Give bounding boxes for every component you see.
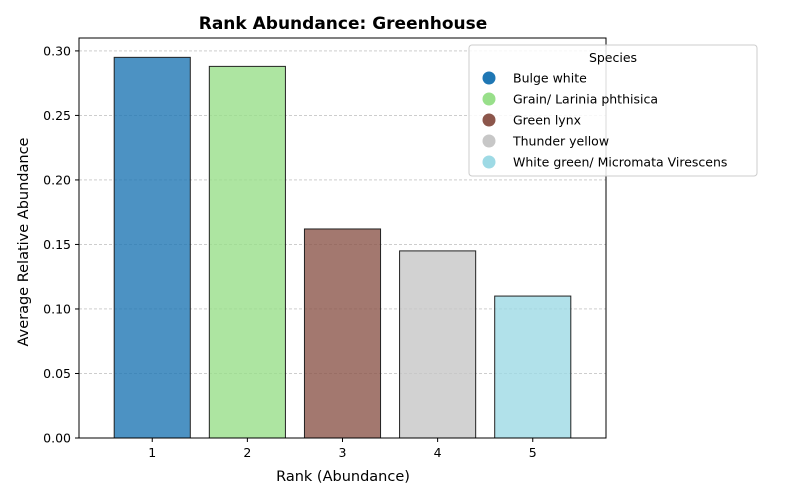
y-tick-label: 0.00 [43, 431, 71, 446]
x-tick-label: 2 [243, 445, 251, 460]
y-tick-label: 0.10 [43, 301, 71, 316]
y-axis-ticks: 0.00 0.05 0.10 0.15 0.20 0.25 0.30 [43, 43, 79, 446]
x-tick-label: 5 [529, 445, 537, 460]
y-axis-label: Average Relative Abundance [16, 137, 32, 346]
x-tick-label: 1 [148, 445, 156, 460]
x-tick-label: 4 [434, 445, 442, 460]
bar-rank-4 [399, 250, 477, 439]
x-tick-label: 3 [339, 445, 347, 460]
y-tick-label: 0.05 [43, 366, 71, 381]
y-tick-label: 0.20 [43, 172, 71, 187]
x-axis-ticks: 1 2 3 4 5 [148, 438, 537, 460]
chart-title: Rank Abundance: Greenhouse [199, 14, 488, 34]
bar-rank-1 [113, 56, 191, 439]
legend-title: Species [589, 50, 637, 65]
legend-marker [482, 92, 496, 106]
legend-marker [482, 134, 496, 148]
legend: Species Bulge white Grain/ Larinia phthis… [468, 44, 758, 177]
bar-rank-2 [208, 65, 286, 439]
bar-rank-3 [303, 228, 382, 439]
legend-marker [482, 71, 496, 85]
legend-entry: Green lynx [513, 113, 581, 128]
legend-entry: Bulge white [513, 71, 587, 86]
y-tick-label: 0.30 [43, 43, 71, 58]
y-tick-label: 0.15 [43, 237, 71, 252]
bars [113, 56, 572, 439]
legend-entry: Grain/ Larinia phthisica [513, 92, 658, 107]
legend-marker [482, 113, 496, 127]
legend-marker [482, 155, 496, 169]
legend-entry: Thunder yellow [512, 134, 609, 149]
legend-box [468, 44, 758, 177]
legend-entry: White green/ Micromata Virescens [513, 155, 727, 170]
bar-rank-5 [494, 295, 572, 439]
y-tick-label: 0.25 [43, 108, 71, 123]
x-axis-label: Rank (Abundance) [276, 469, 410, 485]
